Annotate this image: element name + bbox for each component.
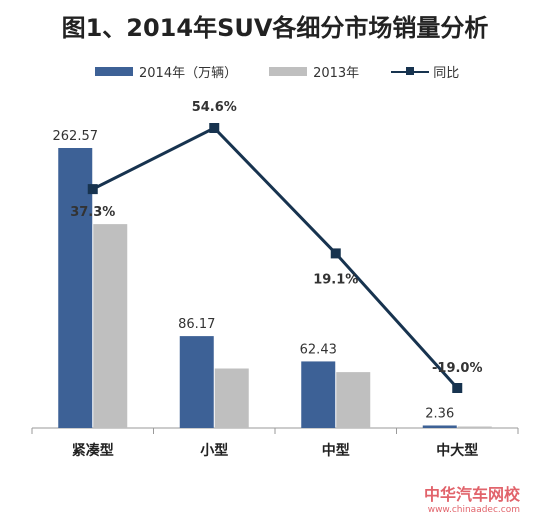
category-label: 小型 (200, 442, 228, 459)
yoy-line (92, 126, 459, 390)
yoy-marker (330, 248, 341, 259)
data-label-2014: 86.17 (178, 317, 215, 332)
chart-title: 图1、2014年SUV各细分市场销量分析 (61, 14, 489, 42)
yoy-data-label: 37.3% (70, 205, 115, 220)
legend-label-yoy: 同比 (433, 65, 460, 81)
yoy-marker (209, 123, 220, 133)
watermark-brand: 中华汽车网校 (423, 485, 520, 504)
bar-2014 (422, 425, 457, 428)
legend-label-2014: 2014年（万辆） (139, 65, 238, 81)
yoy-data-label: -19.0% (432, 361, 483, 376)
legend-item-2013: 2013年 (269, 62, 359, 81)
bar-2013 (93, 224, 128, 428)
bar-2014 (179, 336, 214, 428)
bar-2014 (301, 361, 336, 428)
watermark-logo: 中华汽车网校 www.chinaadec.com (424, 481, 520, 515)
data-label-2014: 2.36 (425, 406, 454, 421)
category-label: 紧凑型 (72, 442, 114, 459)
yoy-marker (452, 383, 463, 393)
legend-swatch-2013 (269, 66, 308, 76)
watermark-url: www.chinaadec.com (427, 505, 520, 515)
legend-item-yoy: 同比 (391, 62, 459, 81)
yoy-marker (87, 184, 98, 195)
chart-legend: 2014年（万辆） 2013年 同比 (95, 62, 491, 81)
data-label-2014: 62.43 (300, 342, 337, 357)
bar-2013 (336, 372, 371, 428)
legend-swatch-yoy (391, 66, 430, 76)
bar-2013 (214, 368, 249, 428)
category-label: 中大型 (436, 442, 478, 459)
yoy-data-label: 19.1% (313, 272, 358, 287)
legend-swatch-2014 (95, 66, 133, 76)
bar-2013 (457, 426, 492, 428)
yoy-data-label: 54.6% (192, 100, 237, 115)
legend-label-2013: 2013年 (313, 65, 360, 81)
category-label: 中型 (322, 442, 350, 459)
data-label-2014: 262.57 (53, 129, 99, 144)
bar-2014 (58, 148, 93, 428)
legend-item-2014: 2014年（万辆） (95, 62, 237, 81)
